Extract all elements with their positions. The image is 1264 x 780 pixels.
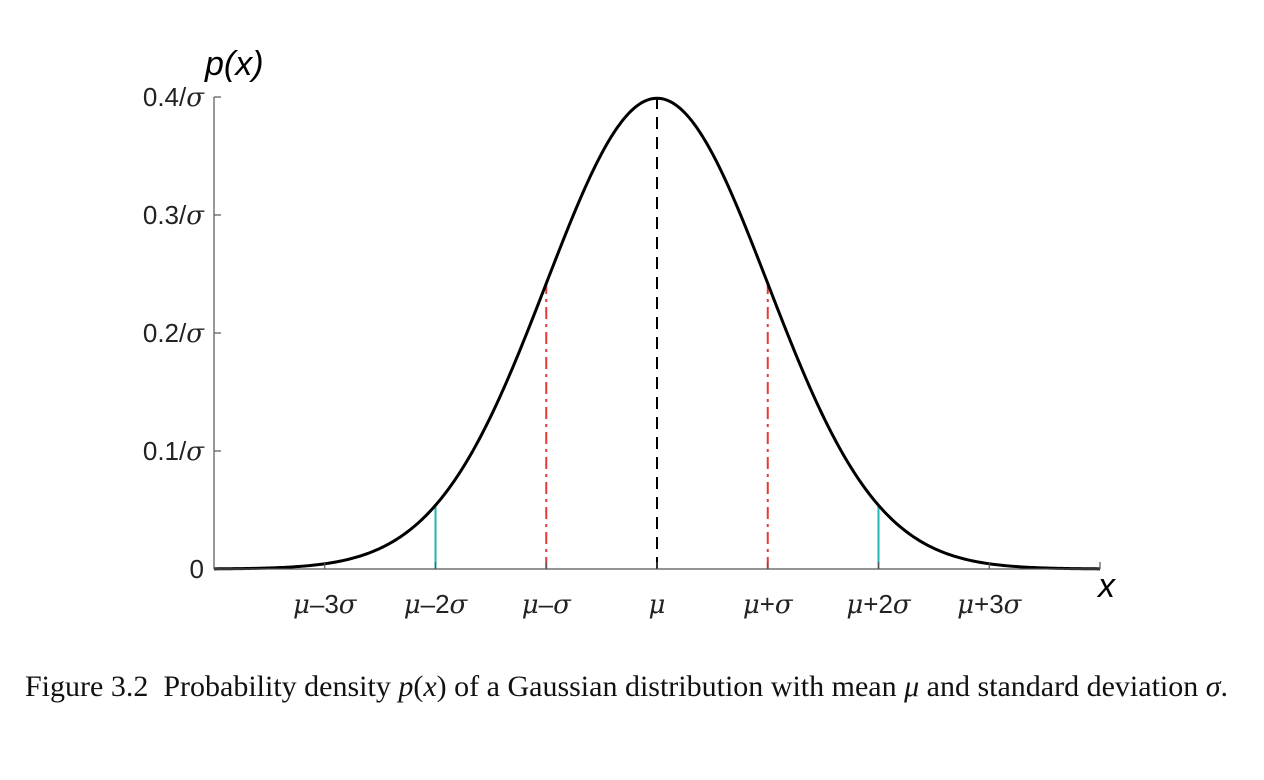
x-tick-label: μ–σ: [522, 589, 572, 620]
x-tick-label: μ+3σ: [957, 589, 1023, 620]
vertical-markers: [434, 98, 880, 569]
caption-mu: μ: [904, 670, 920, 703]
x-axis-label: x: [1096, 567, 1116, 605]
caption-end: .: [1220, 670, 1229, 703]
y-tick-label: 0.1/σ: [143, 436, 205, 467]
y-ticks: 0 0.1/σ 0.2/σ 0.3/σ 0.4/σ: [143, 82, 221, 584]
figure: μ–3σ μ–2σ μ–σ μ μ+σ μ+2σ μ+3σ 0 0.1/σ 0.2/σ 0.3/σ…: [143, 45, 1116, 620]
x-ticks: μ–3σ μ–2σ μ–σ μ μ+σ μ+2σ μ+3σ: [293, 562, 1101, 620]
y-tick-label: 0: [190, 554, 204, 584]
caption-x: x: [423, 670, 437, 703]
x-tick-label: μ–2σ: [404, 589, 469, 620]
y-axis-label: p(x): [204, 45, 264, 83]
y-tick-label: 0.3/σ: [143, 200, 205, 231]
caption-paren-open: (: [413, 670, 424, 703]
caption-p: p: [398, 670, 414, 703]
y-tick-label: 0.2/σ: [143, 318, 205, 349]
caption-text-3: and standard deviation: [919, 670, 1206, 703]
x-tick-label: μ–3σ: [293, 589, 358, 620]
x-tick-label: μ+2σ: [846, 589, 912, 620]
series-line-gaussian: [213, 96, 1101, 571]
caption-label: Figure 3.2: [25, 670, 149, 703]
x-tick-label: μ: [649, 590, 666, 620]
caption-text-1: Probability density: [163, 670, 399, 703]
caption-paren-close: ): [436, 670, 447, 703]
y-tick-label: 0.4/σ: [143, 82, 205, 113]
caption-sigma: σ: [1205, 670, 1221, 703]
caption-text-2: of a Gaussian distribution with mean: [446, 670, 905, 703]
gaussian-chart: μ–3σ μ–2σ μ–σ μ μ+σ μ+2σ μ+3σ 0 0.1/σ 0.2/σ 0.3/σ…: [143, 45, 1116, 620]
x-tick-label: μ+σ: [743, 589, 794, 620]
figure-caption: Figure 3.2 Probability density p(x) of a…: [25, 668, 1245, 706]
